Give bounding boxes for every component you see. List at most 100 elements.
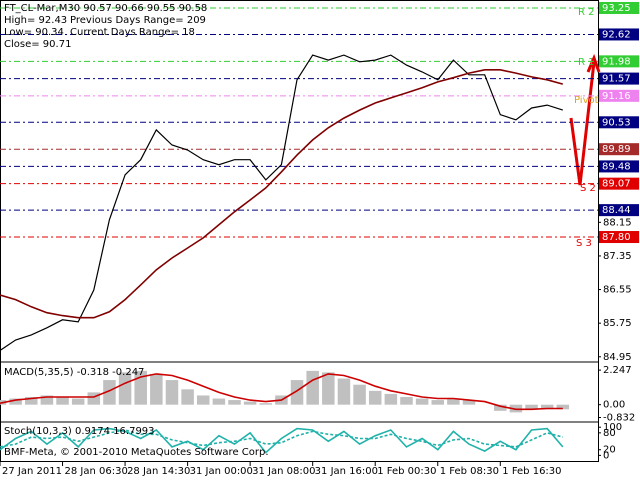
panel-title: Stoch(10,3,3) 0.9174 16.7993 — [4, 426, 155, 437]
x-tick-label: 1 Feb 16:30 — [502, 466, 561, 477]
level-tag — [599, 160, 639, 173]
y-tick-label: 84.95 — [603, 352, 632, 363]
level-label: 91.16 — [602, 91, 631, 102]
level-label: 90.53 — [602, 117, 631, 128]
pivot-label: S 2 — [580, 183, 596, 194]
level-label: 87.80 — [602, 232, 631, 243]
info: Previous Days Range= 209 — [70, 15, 206, 26]
level-label: 93.25 — [602, 3, 631, 14]
level-tag — [599, 231, 639, 244]
x-tick-label: 31 Jan 08:00 — [252, 466, 315, 477]
histogram-bar — [118, 372, 132, 405]
level-label: 91.57 — [602, 74, 631, 85]
level-tag — [599, 55, 639, 68]
histogram-bar — [447, 398, 460, 405]
histogram-bar — [525, 404, 538, 410]
pivot-label: R 2 — [578, 7, 595, 18]
histogram-bar — [462, 400, 476, 405]
pivot-label: Pivot — [574, 95, 599, 106]
histogram-bar — [87, 392, 101, 405]
histogram-bar — [40, 395, 54, 405]
pivot-label: S 3 — [576, 238, 592, 249]
y-tick-label: 80 — [603, 428, 616, 439]
x-tick-label: 31 Jan 16:00 — [315, 466, 378, 477]
histogram-bar — [228, 400, 241, 405]
series-line — [0, 427, 564, 454]
series-line — [0, 429, 564, 448]
y-tick-label: 2.247 — [603, 365, 632, 376]
y-tick-label: 86.55 — [603, 285, 632, 296]
info: Close= 90.71 — [4, 39, 71, 50]
histogram-bar — [384, 393, 398, 405]
level-tag — [599, 1, 639, 14]
series-line — [0, 373, 563, 411]
y-tick-label: 85.75 — [603, 318, 632, 329]
histogram-bar — [540, 404, 554, 410]
histogram-bar — [134, 370, 147, 405]
histogram-bar — [196, 395, 210, 405]
histogram-bar — [181, 389, 194, 405]
level-tag — [599, 116, 639, 129]
level-tag — [599, 177, 639, 190]
level-tag — [599, 143, 639, 156]
histogram-bar — [56, 397, 69, 405]
histogram-bar — [103, 380, 116, 405]
level-label: 91.98 — [602, 56, 631, 67]
info: Current Days Range= 18 — [70, 27, 195, 38]
y-tick-label: 20 — [603, 445, 616, 456]
level-tag — [599, 204, 639, 217]
histogram-bar — [400, 397, 413, 405]
chart-title: FT_CL-Mar,M30 90.57 90.66 90.55 90.58 — [4, 3, 207, 14]
x-tick-label: 28 Jan 06:30 — [65, 466, 128, 477]
level-tag — [599, 28, 639, 41]
y-tick-label: 87.35 — [603, 251, 632, 262]
series-line — [0, 54, 563, 351]
histogram-bar — [306, 370, 319, 405]
histogram-bar — [243, 401, 257, 405]
histogram-bar — [556, 404, 570, 410]
histogram-bar — [337, 378, 351, 405]
y-tick-label: 0 — [603, 450, 609, 461]
level-label: 89.48 — [602, 161, 631, 172]
y-tick-label: -0.832 — [603, 412, 635, 423]
level-label: 92.62 — [602, 29, 631, 40]
histogram-bar — [290, 380, 304, 405]
histogram-bar — [353, 384, 366, 405]
x-tick-label: 1 Feb 08:30 — [440, 466, 499, 477]
level-tag — [599, 89, 639, 102]
series-line — [0, 69, 564, 319]
forecast-arrow — [569, 61, 596, 186]
x-tick-label: 28 Jan 14:30 — [127, 466, 190, 477]
info: High= 92.43 — [4, 15, 67, 26]
copyright: BMF-Meta, © 2001-2010 MetaQuotes Softwar… — [4, 447, 269, 458]
plot-frame — [0, 0, 599, 462]
level-tag — [599, 72, 639, 85]
y-tick-label: 0.00 — [603, 400, 625, 411]
info: Low= 90.34 — [4, 27, 64, 38]
histogram-bar — [494, 404, 507, 411]
y-tick-label: 100 — [603, 422, 622, 433]
histogram-bar — [212, 398, 226, 405]
level-label: 89.89 — [602, 144, 631, 155]
histogram-bar — [368, 390, 382, 405]
x-tick-label: 31 Jan 00:00 — [190, 466, 253, 477]
histogram-bar — [9, 398, 22, 405]
histogram-bar — [415, 398, 429, 405]
histogram-bar — [25, 397, 38, 405]
histogram-bar — [259, 403, 273, 405]
x-tick-label: 27 Jan 2011 — [2, 466, 62, 477]
pivot-label: R 1 — [578, 57, 595, 68]
y-tick-label: 88.15 — [603, 217, 632, 228]
x-tick-label: 1 Feb 00:30 — [377, 466, 436, 477]
histogram-bar — [431, 400, 445, 405]
histogram-bar — [165, 380, 179, 405]
panel-title: MACD(5,35,5) -0.318 -0.247 — [4, 367, 144, 378]
level-label: 88.44 — [602, 205, 631, 216]
histogram-bar — [322, 372, 335, 405]
histogram-bar — [71, 398, 85, 405]
forecast-arrowhead — [586, 53, 601, 73]
level-label: 89.07 — [602, 179, 631, 190]
histogram-bar — [150, 373, 163, 405]
